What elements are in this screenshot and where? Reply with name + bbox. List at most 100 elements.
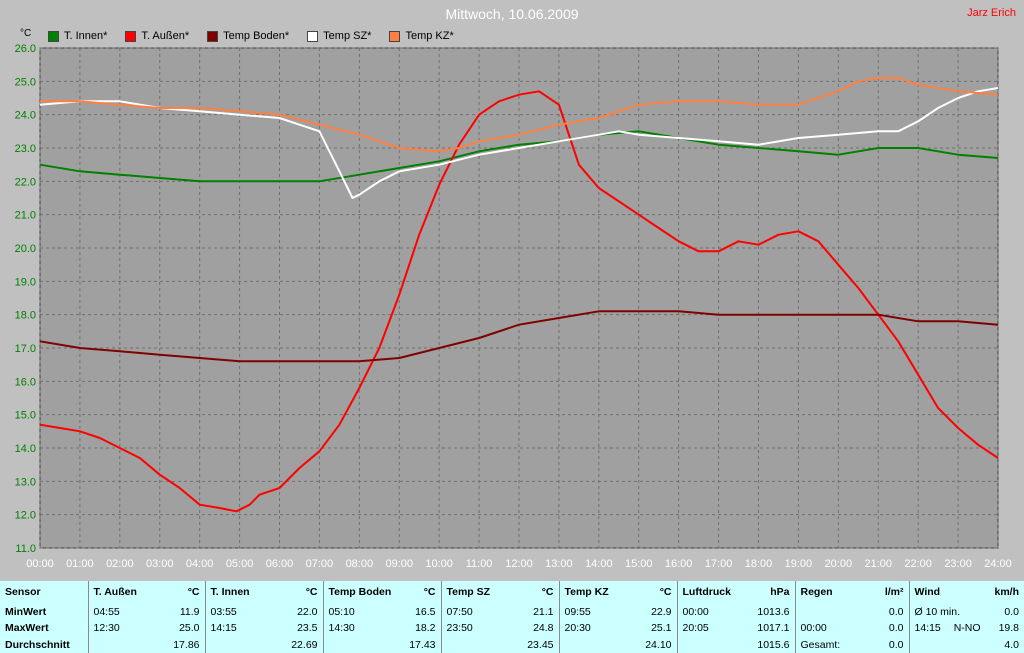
x-tick-label: 06:00: [266, 558, 294, 570]
cell-time: 00:00: [800, 622, 827, 635]
x-tick-label: 00:00: [26, 558, 54, 570]
x-tick-label: 15:00: [625, 558, 653, 570]
x-tick-label: 12:00: [505, 558, 533, 570]
y-tick-label: 22.0: [15, 176, 36, 188]
y-tick-label: 12.0: [15, 510, 36, 522]
cell-value: 25.0: [179, 622, 200, 635]
cell-time: 14:30: [328, 622, 355, 635]
y-tick-label: 14.0: [15, 443, 36, 455]
cell-value: 11.9: [179, 605, 200, 618]
cell-time: 14:15: [210, 622, 237, 635]
cell-value: 1017.1: [757, 622, 790, 635]
y-tick-label: 25.0: [15, 76, 36, 88]
series-line: [39, 90, 999, 513]
col-unit: °C: [659, 586, 672, 599]
col-unit: l/m²: [884, 586, 904, 599]
cell-value: 22.69: [205, 636, 324, 653]
y-tick-label: 23.0: [15, 143, 36, 155]
cell-time: 12:30: [93, 622, 120, 635]
x-tick-label: 16:00: [665, 558, 693, 570]
series-line: [39, 87, 999, 199]
x-tick-label: 07:00: [306, 558, 334, 570]
col-header: T. Innen: [210, 586, 250, 599]
cell-value: 23.5: [297, 622, 318, 635]
legend: T. Innen* T. Außen* Temp Boden* Temp SZ*…: [48, 30, 472, 42]
cell-time: 07:50: [446, 605, 473, 618]
author-label: Jarz Erich: [967, 7, 1016, 19]
y-tick-label: 21.0: [15, 210, 36, 222]
cell-time: 00:00: [682, 605, 709, 618]
x-tick-label: 01:00: [66, 558, 94, 570]
col-header: T. Außen: [93, 586, 137, 599]
y-tick-label: 19.0: [15, 276, 36, 288]
x-tick-label: 11:00: [466, 558, 493, 570]
series-line: [39, 310, 999, 363]
x-tick-label: 20:00: [825, 558, 853, 570]
x-tick-label: 08:00: [346, 558, 374, 570]
cell-time: 05:10: [328, 605, 355, 618]
x-tick-label: 03:00: [146, 558, 174, 570]
x-tick-label: 18:00: [745, 558, 773, 570]
col-header: Wind: [914, 586, 941, 599]
y-tick-label: 16.0: [15, 376, 36, 388]
col-header: Temp Boden: [328, 586, 392, 599]
cell-time: 14:15: [914, 622, 941, 635]
cell-value: 25.1: [651, 622, 672, 635]
cell-value: 0.0: [888, 622, 904, 635]
cell-value: 16.5: [415, 605, 436, 618]
x-tick-label: 05:00: [226, 558, 254, 570]
table-row: MaxWert 12:30 25.0 14:15 23.5 14:30 18.2 23…: [0, 620, 1024, 637]
cell-value: 4.0: [1004, 638, 1019, 651]
x-tick-label: 04:00: [186, 558, 214, 570]
y-tick-label: 13.0: [15, 476, 36, 488]
cell-value: 1013.6: [757, 605, 790, 618]
row-label: MinWert: [0, 603, 89, 621]
cell-value: 0.0: [1004, 605, 1019, 618]
cell-label: Gesamt:: [800, 638, 841, 651]
statistics-table: Sensor T. Außen °C T. Innen °C Temp Boden °…: [0, 581, 1024, 653]
x-tick-label: 17:00: [705, 558, 733, 570]
row-label: MaxWert: [0, 620, 89, 637]
legend-label: T. Außen*: [141, 30, 190, 42]
series-line: [40, 77, 999, 153]
col-header: Temp KZ: [564, 586, 609, 599]
cell-value: 21.1: [533, 605, 554, 618]
legend-item-sz: Temp SZ*: [307, 30, 371, 42]
legend-swatch: [389, 30, 401, 42]
row-label: Durchschnitt: [0, 636, 89, 653]
cell-value: 0.0: [888, 605, 904, 618]
legend-swatch: [48, 30, 59, 42]
legend-item-boden: Temp Boden*: [207, 30, 289, 42]
cell-direction: N-NO: [953, 622, 981, 635]
x-tick-label: 09:00: [385, 558, 413, 570]
legend-label: Temp KZ*: [405, 30, 454, 42]
y-tick-label: 26.0: [15, 43, 36, 55]
x-tick-label: 13:00: [545, 558, 573, 570]
cell-value: 1015.6: [677, 636, 796, 653]
cell-time: 23:50: [446, 622, 473, 635]
legend-item-kz: Temp KZ*: [389, 30, 454, 42]
legend-label: Temp Boden*: [223, 30, 290, 42]
col-header: Regen: [800, 586, 833, 599]
table-row: MinWert 04:55 11.9 03:55 22.0 05:10 16.5 07…: [0, 603, 1024, 621]
cell-value: 0.0: [888, 638, 904, 651]
y-tick-label: 11.0: [15, 543, 36, 555]
col-header: Temp SZ: [446, 586, 491, 599]
y-tick-label: 17.0: [15, 343, 36, 355]
cell-value: 22.0: [297, 605, 318, 618]
cell-value: 17.43: [323, 636, 442, 653]
legend-swatch: [307, 30, 319, 42]
chart-title: Mittwoch, 10.06.2009: [445, 6, 579, 22]
cell-value: 22.9: [651, 605, 672, 618]
cell-value: 18.2: [415, 622, 436, 635]
cell-time: 20:30: [564, 622, 591, 635]
col-unit: °C: [541, 586, 554, 599]
table-row: Durchschnitt 17.86 22.69 17.43 23.45 24.…: [0, 636, 1024, 653]
col-unit: °C: [187, 586, 200, 599]
cell-time: 20:05: [682, 622, 709, 635]
y-axis-unit: °C: [20, 28, 32, 39]
temperature-chart: 11.0 12.0 13.0 14.0 15.0 16.0 17.0 18.0 19.0 20.0…: [15, 43, 1012, 570]
x-tick-label: 14:00: [585, 558, 613, 570]
cell-value: 24.10: [559, 636, 678, 653]
legend-item-aussen: T. Außen*: [125, 30, 189, 42]
